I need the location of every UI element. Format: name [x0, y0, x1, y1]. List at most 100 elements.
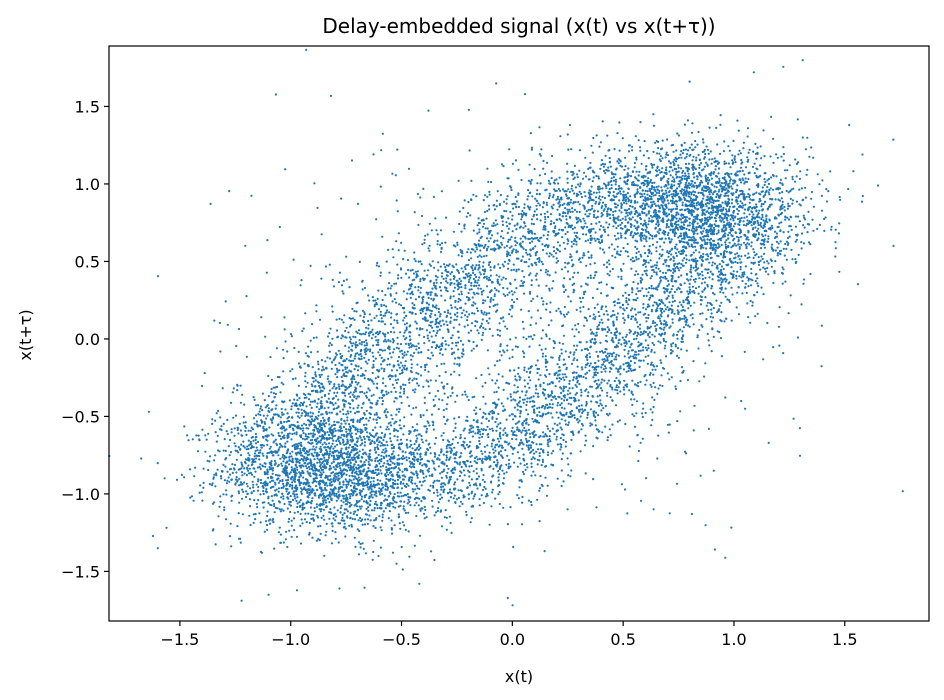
scatter-point	[767, 182, 771, 185]
scatter-point	[644, 265, 648, 268]
scatter-point	[337, 398, 340, 401]
scatter-point	[654, 193, 657, 197]
scatter-point	[290, 405, 293, 408]
scatter-point	[812, 205, 816, 208]
scatter-point	[697, 191, 701, 194]
scatter-point	[682, 148, 685, 152]
scatter-point	[505, 244, 509, 247]
scatter-point	[522, 235, 525, 238]
scatter-point	[226, 432, 229, 436]
scatter-point	[689, 153, 692, 156]
scatter-point	[765, 189, 768, 192]
scatter-point	[737, 153, 740, 156]
scatter-point	[748, 194, 751, 197]
scatter-point	[410, 413, 413, 416]
scatter-point	[243, 425, 246, 428]
scatter-point	[348, 505, 351, 508]
scatter-point	[376, 297, 379, 300]
scatter-point	[330, 462, 333, 465]
scatter-point	[270, 378, 273, 381]
scatter-point	[805, 173, 808, 176]
scatter-point	[296, 415, 300, 418]
scatter-point	[351, 393, 354, 396]
scatter-point	[279, 533, 282, 536]
scatter-point	[277, 490, 280, 493]
scatter-point	[770, 115, 773, 118]
scatter-point	[317, 410, 320, 414]
scatter-point	[390, 519, 393, 522]
scatter-point	[254, 432, 257, 436]
scatter-point	[225, 430, 228, 433]
scatter-point	[584, 240, 587, 243]
scatter-point	[601, 248, 605, 251]
scatter-point	[770, 176, 773, 179]
scatter-point	[344, 448, 348, 451]
scatter-point	[538, 174, 542, 177]
scatter-point	[523, 203, 526, 206]
scatter-point	[481, 318, 484, 321]
scatter-point	[272, 434, 275, 437]
scatter-point	[223, 506, 226, 509]
scatter-point	[330, 480, 333, 483]
scatter-point	[644, 168, 648, 171]
scatter-point	[521, 209, 524, 213]
scatter-point	[403, 509, 406, 512]
scatter-point	[240, 467, 243, 470]
scatter-point	[647, 232, 651, 235]
scatter-point	[396, 319, 399, 322]
scatter-point	[380, 303, 383, 306]
scatter-point	[613, 234, 616, 237]
scatter-point	[746, 302, 749, 305]
scatter-point	[365, 507, 368, 510]
scatter-point	[708, 179, 711, 182]
scatter-point	[478, 231, 481, 234]
scatter-point	[296, 488, 299, 491]
scatter-point	[180, 473, 183, 476]
scatter-point	[677, 195, 680, 198]
scatter-point	[687, 175, 691, 178]
scatter-point	[675, 160, 678, 163]
scatter-point	[257, 485, 260, 489]
scatter-point	[215, 474, 218, 477]
scatter-point	[202, 467, 205, 470]
scatter-point	[741, 202, 744, 205]
scatter-point	[281, 480, 284, 483]
scatter-point	[339, 449, 343, 452]
scatter-point	[368, 313, 371, 316]
scatter-point	[411, 426, 414, 429]
scatter-point	[620, 275, 623, 278]
scatter-point	[358, 260, 361, 263]
scatter-point	[376, 460, 380, 463]
scatter-point	[416, 476, 419, 479]
scatter-point	[474, 250, 477, 253]
scatter-point	[495, 199, 498, 202]
scatter-point	[539, 269, 543, 272]
scatter-point	[709, 174, 712, 177]
scatter-point	[662, 175, 666, 178]
scatter-point	[613, 248, 616, 251]
scatter-point	[281, 464, 284, 467]
scatter-point	[735, 277, 738, 280]
scatter-point	[677, 219, 680, 223]
scatter-point	[391, 461, 394, 464]
scatter-point	[282, 495, 285, 498]
scatter-point	[195, 434, 198, 437]
scatter-point	[319, 476, 322, 479]
scatter-point	[385, 428, 388, 431]
scatter-point	[408, 381, 411, 384]
scatter-point	[361, 523, 364, 526]
scatter-point	[508, 258, 511, 261]
scatter-point	[286, 412, 289, 415]
scatter-point	[314, 494, 317, 497]
scatter-point	[727, 194, 730, 197]
scatter-point	[655, 250, 658, 253]
scatter-point	[667, 218, 670, 221]
scatter-point	[442, 323, 446, 326]
scatter-point	[408, 432, 411, 435]
scatter-point	[293, 346, 296, 350]
scatter-point	[763, 223, 767, 226]
scatter-point	[628, 198, 631, 202]
scatter-point	[684, 246, 687, 249]
scatter-point	[257, 489, 260, 492]
scatter-point	[437, 408, 440, 411]
